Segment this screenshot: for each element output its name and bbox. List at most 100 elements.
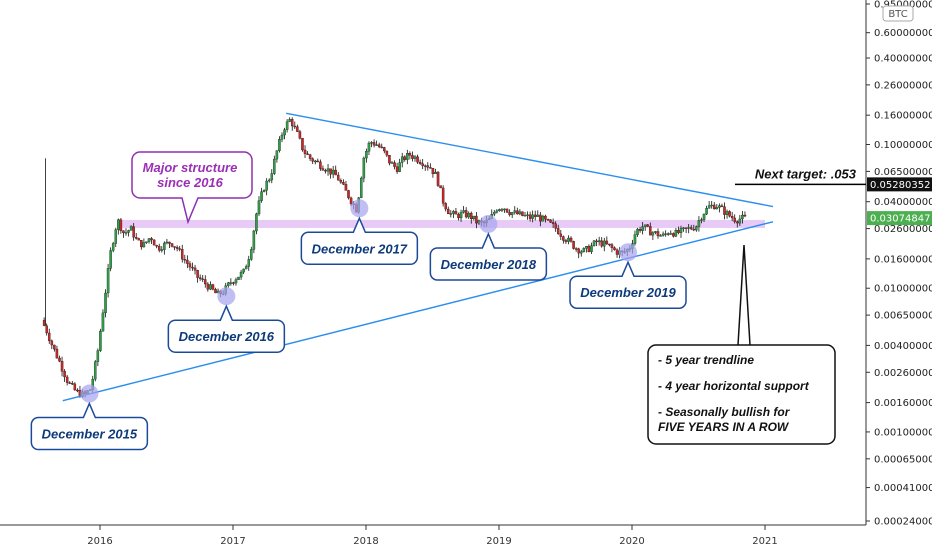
y-tick-label: 0.01000000 — [874, 284, 932, 295]
candle-body — [109, 250, 112, 269]
callout-label-dec2015: December 2015 — [42, 427, 138, 442]
candle-body — [677, 230, 680, 233]
y-tick-label: 0.06500000 — [874, 167, 932, 178]
candle-body — [383, 147, 386, 152]
candle-body — [68, 382, 71, 384]
candle-body — [63, 371, 66, 378]
candle-body — [122, 230, 125, 233]
candle-body — [718, 205, 721, 208]
candle-body — [500, 209, 504, 211]
candle-body — [418, 161, 422, 164]
price-axis[interactable]: 0.95000000 0.60000000 0.40000000 0.26000000… — [866, 0, 932, 528]
candle-body — [730, 216, 734, 219]
note-line-1: - 5 year trendline — [658, 353, 754, 367]
candle-body — [76, 389, 79, 392]
candle-body — [493, 212, 496, 215]
candle-body — [508, 212, 511, 216]
marker-dec2019 — [619, 243, 638, 262]
candle-body — [447, 208, 450, 215]
y-tick-label: 0.10000000 — [874, 140, 932, 151]
candle-body — [247, 259, 251, 267]
y-tick-label: 0.26000000 — [874, 80, 932, 91]
candle-body — [444, 203, 447, 210]
candle-body — [58, 357, 61, 362]
candle-body — [549, 219, 552, 223]
candle-body — [150, 238, 153, 241]
candle-body — [278, 139, 281, 151]
candle-body — [672, 233, 675, 237]
candle-body — [595, 240, 598, 243]
candle-body — [526, 214, 529, 216]
candle-body — [738, 218, 742, 224]
candle-body — [165, 241, 169, 244]
candle-body — [546, 218, 550, 221]
candle-body — [280, 134, 284, 140]
candle-body — [636, 228, 639, 235]
marker-dec2015 — [80, 384, 99, 403]
y-tick-label: 0.00650000 — [874, 311, 932, 322]
y-tick-label: 0.00160000 — [874, 398, 932, 409]
candle-body — [140, 239, 143, 248]
x-tick-label: 2020 — [619, 536, 644, 547]
candle-body — [388, 154, 391, 164]
candle-body — [285, 121, 289, 130]
upper-trendline — [286, 112, 774, 208]
y-tick-label: 0.00065000 — [874, 454, 932, 465]
candle-body — [204, 279, 207, 285]
candle-body — [198, 277, 202, 280]
candle-body — [687, 227, 690, 229]
candle-body — [385, 150, 389, 156]
candle-body — [157, 245, 161, 251]
btc-badge[interactable]: BTC — [882, 5, 914, 22]
candle-body — [426, 165, 430, 168]
candle-body — [646, 224, 650, 227]
candle-body — [211, 284, 215, 290]
candle-body — [577, 248, 580, 254]
candle-body — [319, 161, 322, 169]
y-tick-label: 0.00041000 — [874, 483, 932, 494]
candle-body — [585, 246, 588, 249]
candle-body — [495, 210, 499, 213]
candle-body — [416, 156, 419, 163]
time-axis[interactable]: 2016 2017 2018 2019 2020 2021 — [87, 525, 778, 547]
candle-body — [613, 247, 616, 250]
y-tick-label: 0.16000000 — [874, 111, 932, 122]
candle-body — [531, 214, 534, 219]
major-structure-line1: Major structure — [143, 160, 238, 175]
marker-dec2018 — [479, 214, 498, 233]
candle-body — [733, 217, 736, 222]
candle-body — [344, 184, 348, 191]
candle-body — [572, 241, 575, 249]
candle-body — [398, 162, 401, 172]
candle-body — [697, 220, 701, 227]
candle-body — [321, 168, 325, 171]
candle-body — [329, 168, 332, 175]
candle-body — [431, 167, 435, 175]
candle-body — [689, 227, 693, 230]
candle-body — [544, 215, 547, 220]
candle-body — [244, 266, 248, 270]
candle-body — [608, 243, 611, 246]
candle-body — [510, 212, 514, 216]
candle-body — [229, 282, 233, 284]
candle-body — [656, 231, 660, 237]
candle-body — [250, 249, 253, 260]
note-line-2: - 4 year horizontal support — [658, 379, 810, 393]
candle-body — [600, 240, 603, 247]
candle-body — [101, 312, 105, 332]
y-tick-label: 0.40000000 — [874, 53, 932, 64]
candle-body — [452, 211, 455, 214]
candle-body — [736, 221, 739, 224]
candle-body — [454, 211, 458, 215]
candle-body — [48, 332, 51, 342]
candle-body — [334, 169, 337, 176]
candle-body — [214, 289, 217, 294]
candle-body — [170, 243, 174, 247]
candle-body — [567, 237, 570, 242]
candle-body — [55, 348, 59, 359]
candle-body — [541, 215, 545, 222]
candle-body — [260, 191, 263, 201]
notes-callout: - 5 year trendline - 4 year horizontal s… — [647, 244, 836, 445]
candle-body — [326, 168, 330, 172]
